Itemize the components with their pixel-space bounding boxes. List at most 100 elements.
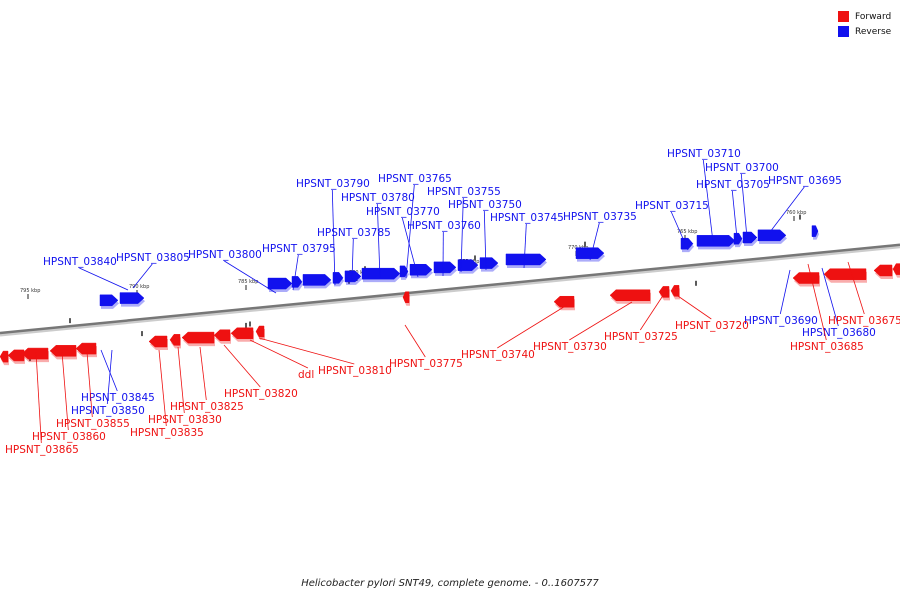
leader-line: [376, 203, 381, 279]
feature-label: HPSNT_03690: [744, 315, 818, 327]
forward-gene-arrow-body: [230, 327, 254, 340]
reverse-gene-arrow: [479, 257, 499, 272]
reverse-gene-arrow: [409, 263, 433, 279]
legend-forward-swatch: [838, 11, 849, 22]
feature-label: HPSNT_03840: [43, 256, 117, 268]
forward-gene-arrow: [892, 263, 900, 278]
forward-gene-arrow: [0, 350, 9, 366]
leader-line: [292, 254, 299, 291]
ruler-label: 790 kbp: [129, 284, 149, 290]
leader-line: [497, 304, 568, 349]
feature-label: HPSNT_03715: [635, 200, 709, 212]
leader-line: [847, 261, 865, 315]
reverse-gene-arrow: [344, 270, 362, 285]
ruler-label: 785 kbp: [238, 279, 258, 285]
reverse-gene-arrow: [119, 292, 145, 307]
leader-line: [569, 301, 633, 341]
reverse-gene-arrow: [457, 259, 479, 274]
reverse-gene-arrow: [811, 225, 819, 240]
reverse-gene-arrow-body: [344, 270, 362, 283]
legend: Forward Reverse: [838, 9, 891, 39]
genome-backbone: [0, 243, 900, 335]
leader-line: [100, 349, 118, 392]
feature-label: HPSNT_03745: [490, 212, 564, 224]
feature-label: HPSNT_03735: [563, 211, 637, 223]
leader-line: [249, 339, 309, 369]
feature-label: HPSNT_03800: [188, 249, 262, 261]
leader-line: [483, 210, 487, 271]
feature-label: HPSNT_03850: [71, 405, 145, 417]
feature-label: HPSNT_03755: [427, 186, 501, 198]
feature-label: HPSNT_03685: [790, 341, 864, 353]
ruler-label: 780 kbp: [349, 270, 369, 276]
legend-forward-label: Forward: [855, 11, 892, 22]
reverse-gene-arrow: [302, 274, 332, 289]
reverse-gene-arrow: [361, 267, 401, 283]
feature-label: HPSNT_03830: [148, 414, 222, 426]
feature-label: HPSNT_03680: [802, 327, 876, 339]
figure-caption: Helicobacter pylori SNT49, complete geno…: [301, 578, 599, 589]
forward-gene-arrow: [255, 325, 265, 341]
reverse-gene-arrow-body: [433, 261, 457, 274]
forward-gene-arrow-body: [873, 264, 893, 277]
feature-label: HPSNT_03860: [32, 431, 106, 443]
leader-line: [807, 263, 827, 341]
forward-gene-arrow: [21, 347, 49, 363]
leader-line: [224, 260, 277, 294]
feature-label: HPSNT_03775: [389, 358, 463, 370]
leader-line: [35, 351, 42, 444]
forward-gene-arrow: [49, 345, 77, 360]
reverse-gene-arrow-body: [696, 235, 736, 247]
leader-line: [331, 189, 336, 286]
reverse-gene-arrow-body: [479, 257, 499, 269]
leader-line: [351, 238, 354, 281]
leader-line: [223, 344, 261, 388]
reverse-gene-arrow: [99, 294, 119, 309]
feature-label: HPSNT_03700: [705, 162, 779, 174]
leader-line: [106, 349, 113, 405]
reverse-gene-arrow-body: [811, 225, 819, 237]
forward-gene-arrow-body: [21, 347, 49, 360]
reverse-gene-arrow: [696, 235, 736, 250]
leader-line: [177, 346, 185, 414]
feature-label: HPSNT_03845: [81, 392, 155, 404]
reverse-gene-arrow: [332, 272, 344, 287]
forward-gene-arrow: [609, 289, 651, 304]
feature-label: HPSNT_03675: [828, 315, 900, 327]
leader-line: [199, 346, 207, 401]
leader-line: [86, 351, 93, 418]
leader-line: [639, 293, 665, 331]
leader-line: [79, 267, 129, 291]
reverse-gene-arrow-body: [99, 294, 119, 307]
forward-gene-arrow: [823, 268, 867, 283]
feature-label: ddl: [298, 369, 314, 381]
leader-line: [589, 222, 600, 261]
forward-gene-arrow-body: [609, 289, 651, 302]
forward-gene-arrow: [181, 331, 215, 347]
reverse-gene-arrow-body: [302, 274, 332, 286]
leader-line: [821, 267, 839, 327]
leader-line: [258, 337, 355, 365]
forward-gene-arrow-body: [553, 295, 575, 308]
reverse-gene-arrow-body: [757, 229, 787, 242]
reverse-gene-arrow-body: [119, 292, 145, 304]
leader-line: [460, 197, 464, 273]
leader-line: [769, 186, 805, 233]
forward-gene-arrow: [7, 349, 25, 364]
backbone-shadow: [0, 245, 900, 337]
forward-gene-arrow-body: [670, 285, 680, 297]
legend-reverse-swatch: [838, 26, 849, 37]
feature-label: HPSNT_03810: [318, 365, 392, 377]
leader-line: [674, 293, 712, 320]
reverse-gene-arrow-body: [267, 277, 293, 290]
legend-reverse-label: Reverse: [855, 26, 892, 37]
forward-gene-arrow-body: [255, 325, 265, 338]
feature-label: HPSNT_03865: [5, 444, 79, 456]
forward-gene-arrow: [213, 329, 231, 344]
forward-gene-arrow-body: [892, 263, 900, 275]
forward-gene-arrow-body: [0, 350, 9, 363]
leader-line: [404, 324, 426, 358]
feature-label: HPSNT_03790: [296, 178, 370, 190]
feature-label: HPSNT_03725: [604, 331, 678, 343]
